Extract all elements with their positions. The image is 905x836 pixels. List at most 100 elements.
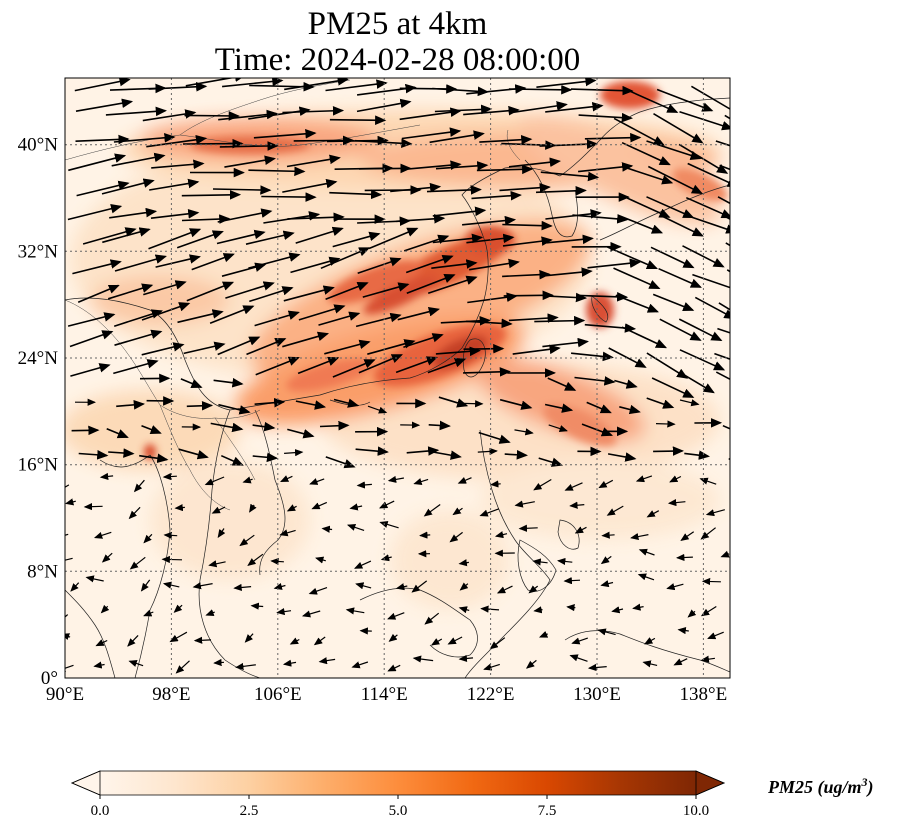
wind-vector-arrow <box>578 112 633 123</box>
wind-vector-arrow <box>717 196 730 205</box>
wind-vector-arrow <box>100 604 110 614</box>
wind-vector-arrow <box>678 371 715 394</box>
wind-vector-arrow <box>107 283 154 300</box>
lat-tick-label: 8°N <box>27 561 58 582</box>
wind-vector-arrow <box>432 86 489 97</box>
wind-vector-arrow <box>355 446 389 456</box>
wind-vector-arrow <box>571 351 614 362</box>
wind-vector-arrow <box>113 359 159 375</box>
wind-vector-arrow <box>282 659 297 667</box>
wind-vector-arrow <box>652 293 695 312</box>
wind-vector-arrow <box>325 456 356 469</box>
wind-vector-arrow <box>458 559 469 567</box>
wind-vector-arrow <box>656 88 714 112</box>
wind-vector-arrow <box>617 214 664 234</box>
wind-vector-arrow <box>127 634 139 647</box>
wind-vector-arrow <box>677 627 689 635</box>
wind-vector-arrow <box>601 531 615 539</box>
wind-vector-arrow <box>512 101 568 114</box>
wind-vector-arrow <box>173 604 183 613</box>
wind-vector-arrow <box>162 472 177 481</box>
wind-vector-arrow <box>295 400 327 410</box>
wind-vector-arrow <box>146 134 208 148</box>
wind-vector-arrow <box>613 267 661 290</box>
wind-vector-arrow <box>458 654 474 663</box>
wind-vector-arrow <box>253 129 317 139</box>
wind-vector-arrow <box>489 637 506 650</box>
wind-vector-arrow <box>390 182 442 193</box>
wind-vector-arrow <box>225 281 275 299</box>
wind-vector-arrow <box>181 214 231 224</box>
wind-vector-arrow <box>397 307 440 321</box>
wind-vector-arrow <box>621 165 674 185</box>
wind-vector-arrow <box>349 503 363 511</box>
wind-vector-arrow <box>212 185 272 195</box>
wind-vector-arrow <box>114 329 163 346</box>
wind-vector-arrow <box>463 105 520 116</box>
wind-vector-arrow <box>574 376 616 386</box>
wind-vector-arrow <box>449 531 463 543</box>
wind-vector-arrow <box>646 397 675 409</box>
wind-vector-arrow <box>412 655 434 663</box>
wind-vector-arrow <box>297 356 340 375</box>
wind-vector-arrow <box>619 404 641 415</box>
wind-vector-arrow <box>141 425 162 435</box>
wind-vector-arrow <box>499 398 533 410</box>
wind-vector-arrow <box>76 180 130 197</box>
wind-vector-arrow <box>679 110 730 131</box>
wind-vector-arrow <box>129 556 146 570</box>
map-area <box>65 78 730 678</box>
wind-vector-arrow <box>70 582 80 592</box>
wind-vector-arrow <box>142 109 197 122</box>
wind-vector-arrow <box>700 605 717 617</box>
wind-vector-arrow <box>469 258 520 271</box>
wind-vector-arrow <box>435 161 489 171</box>
wind-vector-arrow <box>571 637 588 645</box>
wind-vector-arrow <box>690 85 730 117</box>
wind-vector-arrow <box>532 558 548 566</box>
wind-vector-arrow <box>217 336 261 356</box>
wind-vector-arrow <box>174 503 185 512</box>
colorbar-label: PM25 (ug/m3) <box>767 775 874 798</box>
wind-vector-arrow <box>607 452 637 462</box>
wind-vector-arrow <box>715 140 730 147</box>
wind-vector-arrow <box>176 230 224 249</box>
wind-vector-arrow <box>149 178 200 191</box>
wind-vector-arrow <box>208 560 226 568</box>
wind-vector-arrow <box>508 84 573 95</box>
wind-vector-arrow <box>111 152 166 167</box>
wind-vector-arrow <box>600 555 612 565</box>
wind-vector-arrow <box>162 581 180 589</box>
colorbar-tick-label: 7.5 <box>538 803 557 819</box>
colorbar-gradient <box>100 771 696 795</box>
wind-vector-arrow <box>387 612 405 620</box>
wind-vector-arrow <box>729 400 730 402</box>
wind-vector-arrow <box>463 343 505 354</box>
wind-vector-arrow <box>539 139 599 149</box>
wind-vector-arrow <box>720 550 730 558</box>
wind-vector-arrow <box>242 476 253 484</box>
wind-vector-arrow <box>224 155 276 168</box>
wind-vector-arrow <box>635 475 653 483</box>
wind-vector-arrow <box>356 98 412 113</box>
wind-vector-arrow <box>653 113 704 144</box>
wind-vector-arrow <box>186 281 235 302</box>
wind-vector-arrow <box>676 553 693 562</box>
wind-vector-arrow <box>646 352 689 379</box>
wind-vector-arrow <box>653 446 684 456</box>
wind-vector-arrow <box>252 452 279 463</box>
wind-vector-arrow <box>250 602 264 610</box>
wind-vector-arrow <box>332 359 376 378</box>
wind-vector-arrow <box>192 582 213 590</box>
wind-vector-arrow <box>587 663 607 672</box>
wind-vector-arrow <box>518 524 538 532</box>
wind-vector-arrow <box>680 531 695 541</box>
wind-vector-arrow <box>432 206 487 217</box>
wind-vector-arrow <box>525 659 537 669</box>
wind-vector-arrow <box>141 302 191 321</box>
wind-vector-arrow <box>355 312 402 328</box>
wind-vector-arrow <box>128 506 141 520</box>
wind-vector-arrow <box>395 356 439 374</box>
wind-vector-arrow <box>724 114 730 120</box>
